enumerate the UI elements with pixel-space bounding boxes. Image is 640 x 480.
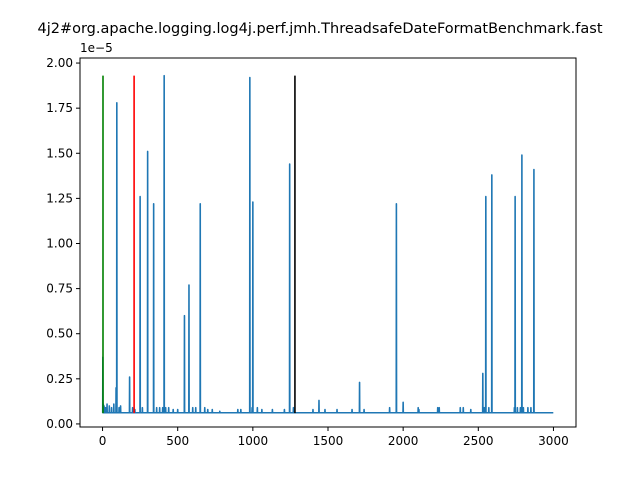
y-tick-label: 1.50	[46, 146, 73, 160]
y-tick-label: 2.00	[46, 56, 73, 70]
x-tick-label: 500	[166, 434, 189, 448]
y-tick-label: 0.50	[46, 327, 73, 341]
x-tick-label: 2500	[463, 434, 494, 448]
y-tick-label: 0.25	[46, 372, 73, 386]
x-tick-label: 1000	[238, 434, 269, 448]
plot-area	[101, 74, 554, 414]
y-tick-label: 1.25	[46, 191, 73, 205]
x-tick-label: 1500	[313, 434, 344, 448]
x-tick-label: 2000	[388, 434, 419, 448]
chart-title: 4j2#org.apache.logging.log4j.perf.jmh.Th…	[37, 21, 603, 37]
y-axis: 0.00 0.25 0.50 0.75 1.00 1.25 1.50 1.75 2.00	[46, 56, 80, 431]
y-tick-label: 0.00	[46, 417, 73, 431]
y-tick-label: 0.75	[46, 282, 73, 296]
y-tick-label: 1.75	[46, 101, 73, 115]
x-tick-label: 0	[99, 434, 107, 448]
y-tick-label: 1.00	[46, 236, 73, 250]
x-axis: 0 500 1000 1500 2000 2500 3000	[99, 427, 569, 448]
x-tick-label: 3000	[538, 434, 569, 448]
y-scale-label: 1e−5	[80, 41, 113, 55]
series-line-0	[101, 74, 554, 414]
